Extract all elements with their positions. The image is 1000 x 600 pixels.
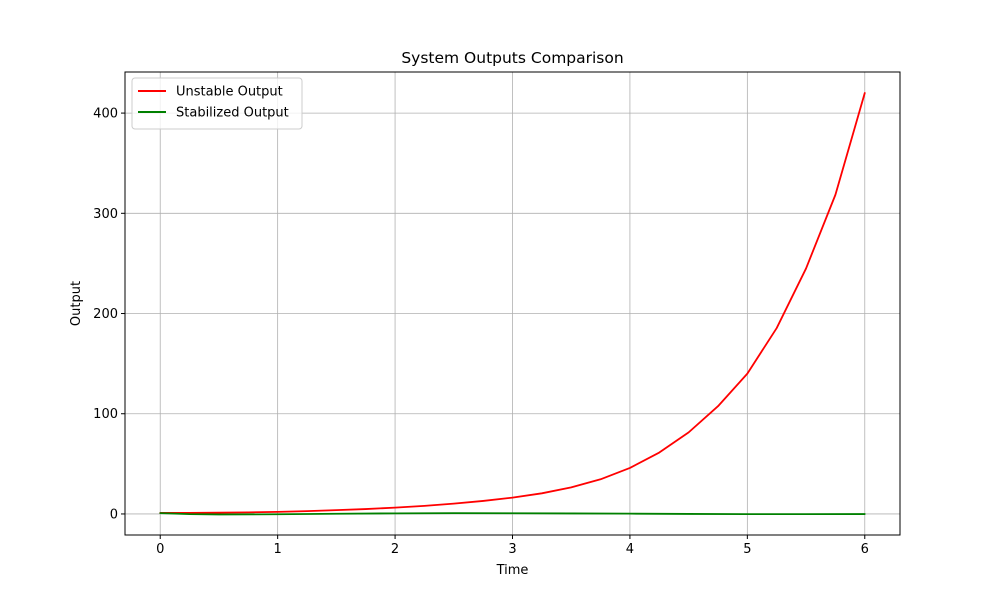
legend-box xyxy=(131,77,303,130)
y-tick-label: 0 xyxy=(110,507,118,522)
y-tick-label: 200 xyxy=(93,307,118,322)
x-tick-label: 1 xyxy=(274,542,282,557)
x-tick-label: 0 xyxy=(156,542,164,557)
y-tick-label: 100 xyxy=(93,407,118,422)
legend: Unstable Output Stabilized Output xyxy=(131,77,303,130)
x-tick-label: 6 xyxy=(861,542,869,557)
series-lines xyxy=(159,92,866,516)
x-axis-label: Time xyxy=(496,563,529,578)
legend-label-stabilized: Stabilized Output xyxy=(176,106,289,121)
axis-ticks: 0 1 2 3 4 5 6 0 100 200 300 400 xyxy=(93,107,869,557)
grid xyxy=(125,72,900,535)
y-axis-label: Output xyxy=(69,281,84,326)
x-tick-label: 3 xyxy=(508,542,516,557)
x-tick-label: 4 xyxy=(626,542,634,557)
y-tick-label: 400 xyxy=(93,107,118,122)
series-line-stabilized xyxy=(159,512,866,516)
x-tick-label: 5 xyxy=(743,542,751,557)
series-line-unstable xyxy=(159,92,866,514)
legend-label-unstable: Unstable Output xyxy=(176,85,283,100)
y-tick-label: 300 xyxy=(93,207,118,222)
chart-title: System Outputs Comparison xyxy=(401,49,623,67)
x-tick-label: 2 xyxy=(391,542,399,557)
